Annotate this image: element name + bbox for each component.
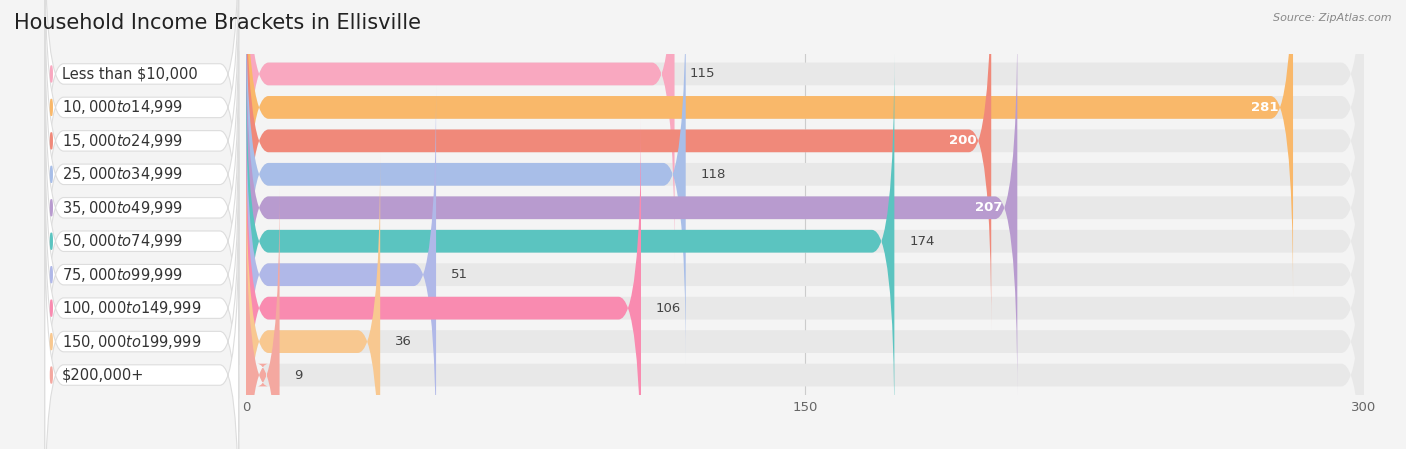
FancyBboxPatch shape: [45, 218, 239, 449]
FancyBboxPatch shape: [246, 52, 894, 431]
FancyBboxPatch shape: [246, 0, 1364, 297]
FancyBboxPatch shape: [246, 186, 280, 449]
FancyBboxPatch shape: [45, 185, 239, 449]
FancyBboxPatch shape: [246, 85, 436, 449]
Circle shape: [51, 334, 52, 350]
FancyBboxPatch shape: [246, 85, 1364, 449]
Text: $75,000 to $99,999: $75,000 to $99,999: [62, 266, 183, 284]
Text: $35,000 to $49,999: $35,000 to $49,999: [62, 199, 183, 217]
FancyBboxPatch shape: [45, 0, 239, 264]
Text: 106: 106: [655, 302, 681, 315]
FancyBboxPatch shape: [246, 52, 1364, 431]
Circle shape: [51, 233, 52, 249]
FancyBboxPatch shape: [246, 0, 1364, 263]
Text: $100,000 to $149,999: $100,000 to $149,999: [62, 299, 201, 317]
FancyBboxPatch shape: [45, 17, 239, 331]
Text: 9: 9: [294, 369, 302, 382]
Text: $10,000 to $14,999: $10,000 to $14,999: [62, 98, 183, 116]
Circle shape: [51, 99, 52, 115]
Text: $150,000 to $199,999: $150,000 to $199,999: [62, 333, 201, 351]
FancyBboxPatch shape: [246, 119, 1364, 449]
Text: $50,000 to $74,999: $50,000 to $74,999: [62, 232, 183, 250]
Text: 115: 115: [689, 67, 714, 80]
Circle shape: [51, 267, 52, 283]
Circle shape: [51, 166, 52, 182]
Text: 174: 174: [910, 235, 935, 248]
FancyBboxPatch shape: [246, 18, 1018, 397]
Text: $200,000+: $200,000+: [62, 368, 143, 383]
Circle shape: [51, 200, 52, 216]
FancyBboxPatch shape: [45, 51, 239, 365]
FancyBboxPatch shape: [45, 118, 239, 432]
Circle shape: [51, 132, 52, 149]
FancyBboxPatch shape: [246, 0, 675, 263]
Text: 36: 36: [395, 335, 412, 348]
Circle shape: [51, 300, 52, 317]
Text: $25,000 to $34,999: $25,000 to $34,999: [62, 165, 183, 183]
FancyBboxPatch shape: [246, 119, 641, 449]
FancyBboxPatch shape: [246, 152, 1364, 449]
Text: 51: 51: [451, 268, 468, 281]
FancyBboxPatch shape: [246, 0, 1364, 364]
Text: 200: 200: [949, 134, 976, 147]
FancyBboxPatch shape: [45, 84, 239, 398]
FancyBboxPatch shape: [246, 0, 1294, 297]
FancyBboxPatch shape: [45, 151, 239, 449]
FancyBboxPatch shape: [246, 0, 1364, 330]
Text: Source: ZipAtlas.com: Source: ZipAtlas.com: [1274, 13, 1392, 23]
Text: Less than $10,000: Less than $10,000: [62, 66, 197, 81]
Text: 207: 207: [974, 201, 1002, 214]
FancyBboxPatch shape: [246, 152, 380, 449]
FancyBboxPatch shape: [45, 0, 239, 231]
FancyBboxPatch shape: [246, 186, 1364, 449]
Text: 281: 281: [1250, 101, 1278, 114]
FancyBboxPatch shape: [45, 0, 239, 298]
Text: $15,000 to $24,999: $15,000 to $24,999: [62, 132, 183, 150]
Text: 118: 118: [700, 168, 725, 181]
FancyBboxPatch shape: [246, 0, 686, 364]
Circle shape: [51, 367, 52, 383]
Text: Household Income Brackets in Ellisville: Household Income Brackets in Ellisville: [14, 13, 420, 34]
FancyBboxPatch shape: [246, 18, 1364, 397]
FancyBboxPatch shape: [246, 0, 991, 330]
Circle shape: [51, 66, 52, 82]
